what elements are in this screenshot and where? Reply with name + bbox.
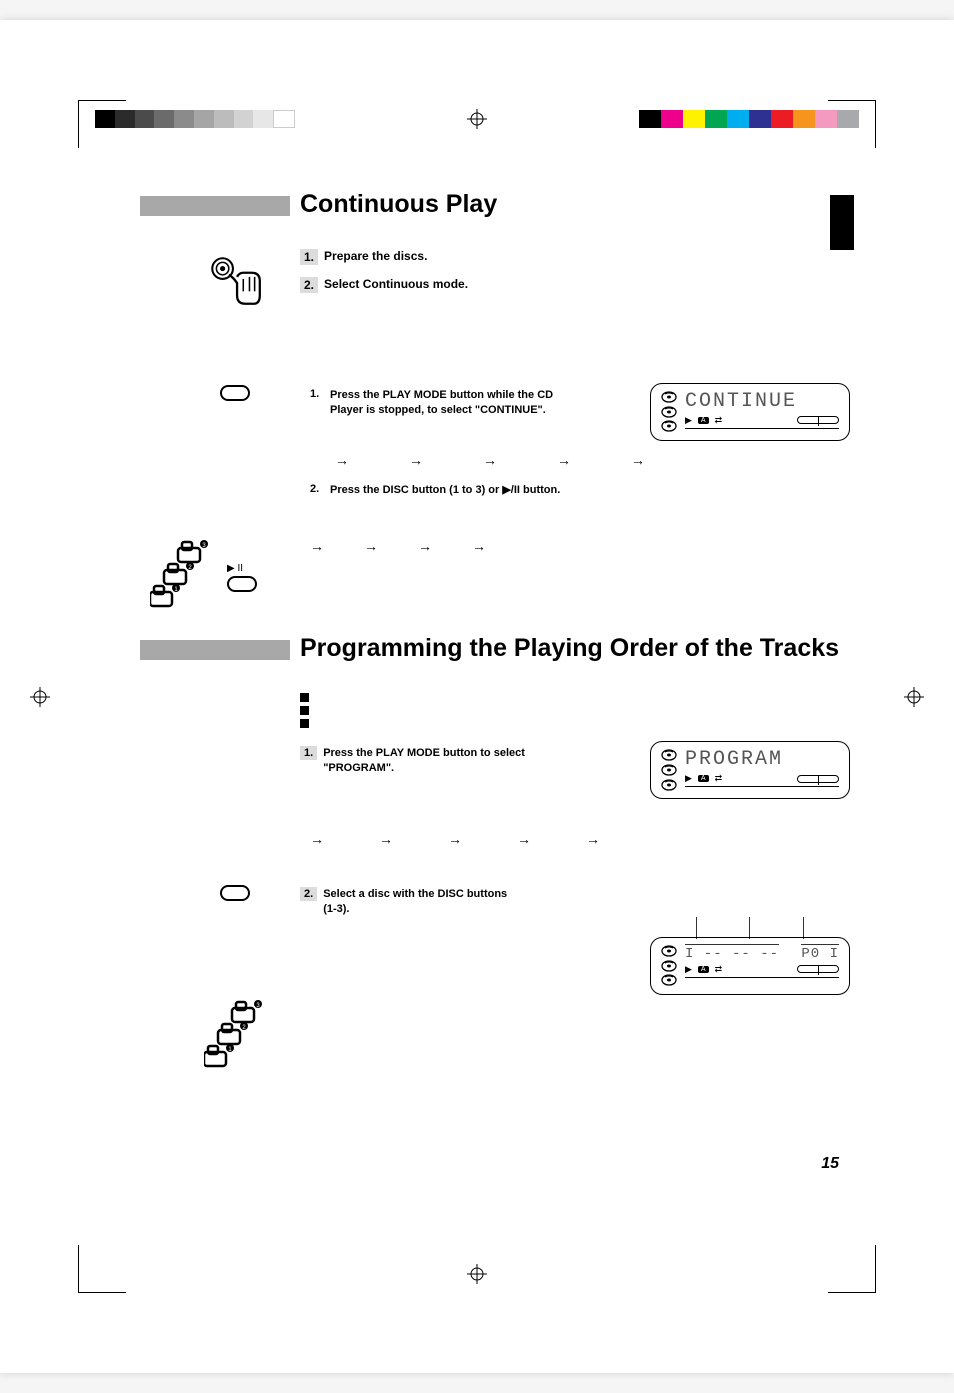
instruction-number: 2. — [300, 887, 317, 901]
summary-step: 1. Prepare the discs. — [300, 249, 840, 265]
bullet-list-icon — [300, 693, 840, 728]
instruction-step: 2. Press the DISC button (1 to 3) or ▶/I… — [310, 483, 820, 498]
color-calibration-bar — [639, 110, 859, 128]
lcd-progress-bar — [797, 965, 839, 973]
left-icon-column — [170, 250, 300, 317]
play-icon: ▶ — [685, 773, 692, 784]
heading-bar — [140, 640, 290, 660]
play-icon: ▶ — [685, 964, 692, 975]
lcd-display: PROGRAM ▶ A ⇄ — [650, 741, 850, 799]
lcd-badge: A — [698, 966, 709, 973]
play-icon: ▶ — [685, 415, 692, 426]
registration-mark-icon — [467, 109, 487, 129]
section-heading: Continuous Play — [140, 190, 840, 219]
arrow-sequence: →→→→→ — [310, 831, 840, 847]
page-content: Continuous Play 1. Prepare the discs — [140, 190, 840, 926]
page-number: 15 — [821, 1155, 839, 1173]
instruction-text: Press the PLAY MODE button to select "PR… — [323, 746, 573, 776]
lcd-disc-icons — [661, 390, 677, 434]
lcd-status-row: ▶ A ⇄ — [685, 415, 839, 429]
disc-buttons-icon: 3 2 1 — [150, 540, 212, 615]
registration-mark-icon — [904, 687, 924, 707]
step-text: Select Continuous mode. — [324, 277, 468, 291]
lcd-disc-icons — [661, 944, 677, 988]
section-heading: Programming the Playing Order of the Tra… — [140, 634, 840, 663]
manual-page: Continuous Play 1. Prepare the discs — [0, 20, 954, 1373]
lcd-text: PROGRAM — [685, 748, 839, 771]
summary-step: 2. Select Continuous mode. — [300, 277, 840, 293]
lcd-display: CONTINUE ▶ A ⇄ — [650, 383, 850, 441]
instruction-text: Select a disc with the DISC buttons (1-3… — [323, 887, 523, 917]
left-icon-column: 3 2 1 ▶ II — [150, 540, 300, 615]
lcd-progress-bar — [797, 416, 839, 424]
instruction-text: Press the PLAY MODE button while the CD … — [330, 388, 580, 418]
grayscale-calibration-bar — [95, 110, 295, 128]
instruction-number: 1. — [300, 746, 317, 760]
lcd-tick-marks — [650, 917, 850, 939]
arrow-sequence: →→→→ — [310, 538, 840, 554]
lcd-display: I -- -- -- P0 I ▶ A ⇄ — [650, 937, 850, 995]
crop-mark — [828, 1245, 876, 1293]
step-number: 2. — [300, 277, 318, 293]
arrow-sequence: →→→→→ — [335, 452, 840, 468]
hand-pointing-icon — [204, 250, 266, 317]
lcd-text: I -- -- -- P0 I — [685, 944, 839, 962]
registration-mark-icon — [467, 1264, 487, 1284]
lcd-badge: A — [698, 417, 709, 424]
instruction-number: 2. — [310, 483, 324, 495]
instruction-number: 1. — [310, 388, 324, 400]
lcd-status-row: ▶ A ⇄ — [685, 773, 839, 787]
lcd-text: CONTINUE — [685, 390, 839, 413]
heading-bar — [140, 196, 290, 216]
lcd-disc-icons — [661, 748, 677, 792]
step-text: Prepare the discs. — [324, 249, 427, 263]
play-pause-button-icon: ▶ II — [227, 563, 257, 592]
lcd-progress-bar — [797, 775, 839, 783]
crop-mark — [78, 1245, 126, 1293]
heading-title: Programming the Playing Order of the Tra… — [300, 634, 840, 663]
heading-title: Continuous Play — [300, 190, 840, 219]
lcd-badge: A — [698, 775, 709, 782]
instruction-step: 2. Select a disc with the DISC buttons (… — [300, 887, 810, 917]
registration-mark-icon — [30, 687, 50, 707]
lcd-status-row: ▶ A ⇄ — [685, 964, 839, 978]
left-icon-column: 3 2 1 — [170, 1000, 300, 1075]
instruction-text: Press the DISC button (1 to 3) or ▶/II b… — [330, 483, 560, 498]
step-number: 1. — [300, 249, 318, 265]
disc-buttons-icon: 3 2 1 — [204, 1000, 266, 1075]
